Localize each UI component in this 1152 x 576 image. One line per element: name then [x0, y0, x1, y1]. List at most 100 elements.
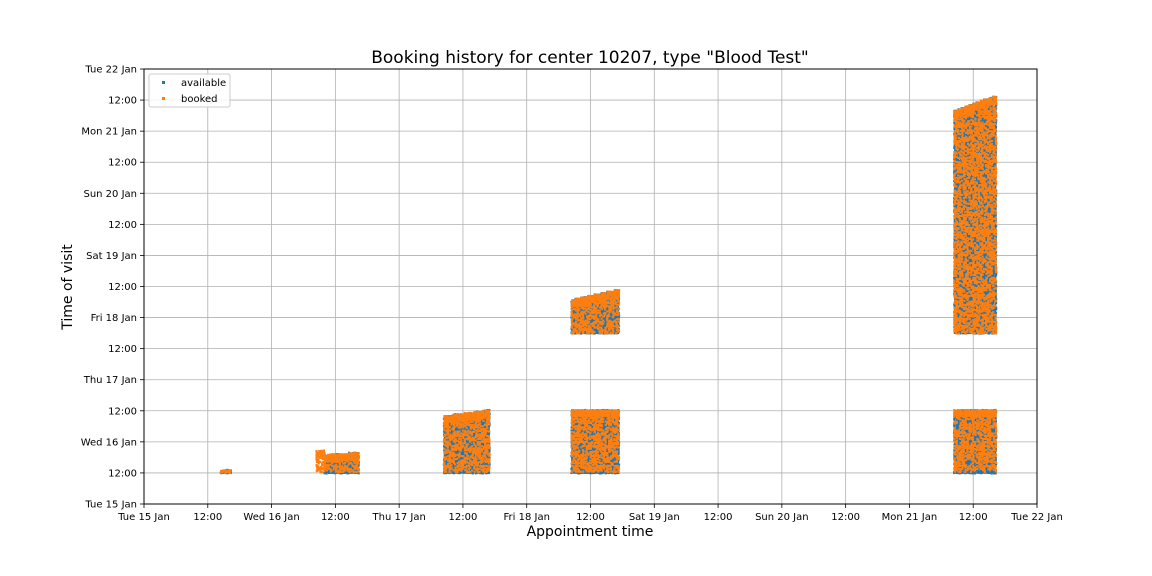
data-point-available: [613, 425, 616, 428]
data-point-available: [459, 457, 463, 461]
data-point-available: [979, 472, 983, 475]
data-point-available: [966, 425, 969, 428]
data-point-available: [975, 457, 979, 460]
data-point-available: [579, 332, 583, 335]
data-point-available: [990, 436, 994, 439]
data-point-available: [463, 443, 466, 447]
data-point-available: [955, 175, 958, 178]
data-point-available: [471, 429, 474, 432]
data-point-available: [484, 466, 487, 469]
data-point-available: [955, 182, 958, 185]
data-point-available: [589, 472, 592, 475]
data-point-available: [350, 471, 353, 474]
data-point-available: [959, 220, 962, 223]
data-point-available: [970, 433, 973, 437]
data-point-available: [611, 460, 614, 463]
data-point-available: [595, 443, 598, 447]
data-point-available: [988, 471, 991, 474]
data-point-available: [460, 427, 463, 431]
data-point-available: [336, 463, 340, 466]
data-point-available: [598, 472, 602, 475]
data-point-available: [465, 427, 468, 431]
data-point-available: [570, 471, 573, 475]
data-point-available: [482, 472, 485, 475]
data-point-available: [448, 447, 451, 450]
data-point-available: [325, 467, 328, 471]
data-point-available: [957, 246, 960, 249]
data-point-available: [970, 420, 973, 423]
data-point-available: [610, 329, 613, 332]
data-point-available: [955, 239, 959, 242]
data-point-available: [571, 457, 574, 460]
data-point-available: [603, 419, 607, 422]
data-point-available: [580, 330, 583, 333]
data-point-available: [584, 430, 587, 433]
data-point-available: [987, 466, 990, 469]
data-point-available: [487, 471, 491, 475]
data-point-available: [614, 316, 617, 319]
data-point-available: [454, 456, 458, 459]
data-point-available: [585, 459, 588, 462]
data-point-available: [604, 462, 607, 465]
data-point-available: [985, 467, 988, 470]
data-point-available: [955, 470, 958, 473]
data-point-available: [973, 453, 976, 456]
data-point-available: [478, 463, 481, 466]
data-point-available: [578, 447, 581, 450]
data-point-available: [579, 471, 583, 475]
data-point-available: [602, 313, 605, 317]
data-point-available: [592, 313, 596, 316]
data-point-available: [981, 461, 984, 464]
data-point-available: [447, 471, 450, 474]
data-point-available: [596, 455, 599, 458]
data-point-available: [958, 332, 962, 335]
data-point-available: [958, 229, 962, 232]
data-point-available: [353, 469, 356, 472]
data-point-available: [991, 422, 994, 425]
data-point-available: [959, 416, 962, 419]
data-point-available: [983, 454, 986, 458]
data-point-available: [588, 459, 591, 462]
data-point-available: [580, 315, 583, 318]
data-point-available: [573, 416, 576, 419]
data-point-available: [959, 326, 962, 329]
data-point-available: [995, 436, 998, 439]
data-point-available: [615, 461, 618, 464]
data-point-available: [953, 121, 956, 124]
data-point-available: [595, 456, 598, 459]
data-point-available: [990, 419, 994, 422]
data-point-available: [583, 309, 586, 312]
data-point-available: [487, 431, 491, 435]
data-point-available: [574, 418, 577, 422]
data-point-available: [329, 465, 332, 469]
data-point-available: [959, 159, 962, 162]
data-point-available: [477, 457, 480, 460]
data-point-available: [589, 439, 592, 442]
data-point-available: [339, 463, 343, 466]
data-point-available: [589, 430, 592, 433]
data-point-available: [460, 429, 463, 432]
data-point-available: [584, 330, 587, 334]
data-point-available: [477, 427, 480, 431]
data-point-available: [613, 457, 616, 461]
data-point-available: [968, 416, 971, 419]
data-point-available: [572, 427, 575, 430]
data-point-available: [461, 452, 464, 455]
data-point-available: [589, 310, 592, 313]
data-point-available: [574, 423, 577, 427]
data-point-available: [596, 313, 600, 316]
data-point-available: [488, 463, 491, 466]
data-point-available: [591, 422, 595, 425]
data-point-available: [957, 441, 960, 444]
data-point-available: [959, 429, 962, 432]
data-point-available: [954, 231, 958, 234]
data-point-available: [572, 429, 575, 432]
data-point-available: [574, 306, 577, 309]
data-point-available: [488, 450, 491, 453]
data-point-available: [467, 425, 470, 428]
data-point-available: [582, 430, 585, 433]
data-point-available: [605, 449, 609, 452]
data-point-available: [580, 442, 583, 445]
data-point-available: [987, 419, 990, 422]
data-point-available: [992, 472, 995, 475]
